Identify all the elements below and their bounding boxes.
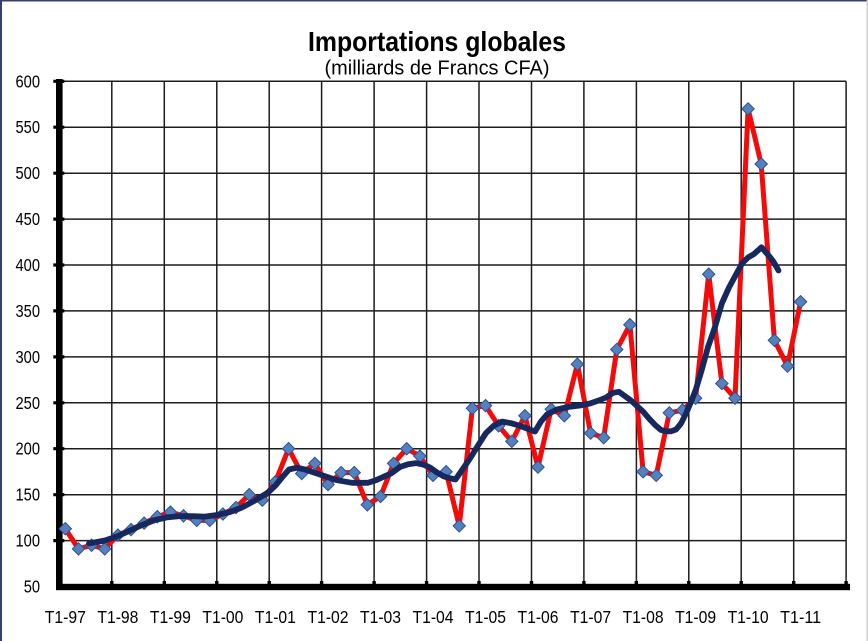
svg-text:Importations globales: Importations globales [308,26,566,57]
svg-text:(milliards de Francs CFA): (milliards de Francs CFA) [325,58,550,80]
svg-text:400: 400 [16,255,41,275]
svg-text:450: 450 [16,209,41,229]
svg-text:300: 300 [16,347,41,367]
svg-text:T1-09: T1-09 [675,607,716,627]
svg-text:500: 500 [16,163,41,183]
svg-text:T1-02: T1-02 [308,607,349,627]
svg-text:T1-99: T1-99 [150,607,191,627]
svg-text:T1-08: T1-08 [623,607,664,627]
svg-text:T1-98: T1-98 [97,607,138,627]
svg-text:200: 200 [16,439,41,459]
svg-text:50: 50 [24,577,40,597]
svg-text:100: 100 [16,531,41,551]
svg-text:600: 600 [16,71,41,91]
svg-text:T1-07: T1-07 [570,607,611,627]
svg-text:T1-97: T1-97 [45,607,86,627]
svg-text:550: 550 [16,117,41,137]
svg-text:250: 250 [16,393,41,413]
svg-text:T1-00: T1-00 [202,607,243,627]
svg-text:T1-11: T1-11 [780,607,821,627]
svg-text:150: 150 [16,485,41,505]
svg-text:T1-10: T1-10 [728,607,769,627]
svg-text:T1-05: T1-05 [465,607,506,627]
svg-text:T1-01: T1-01 [255,607,296,627]
svg-text:T1-04: T1-04 [413,607,454,627]
svg-text:350: 350 [16,301,41,321]
svg-text:T1-03: T1-03 [360,607,401,627]
svg-text:T1-06: T1-06 [518,607,559,627]
